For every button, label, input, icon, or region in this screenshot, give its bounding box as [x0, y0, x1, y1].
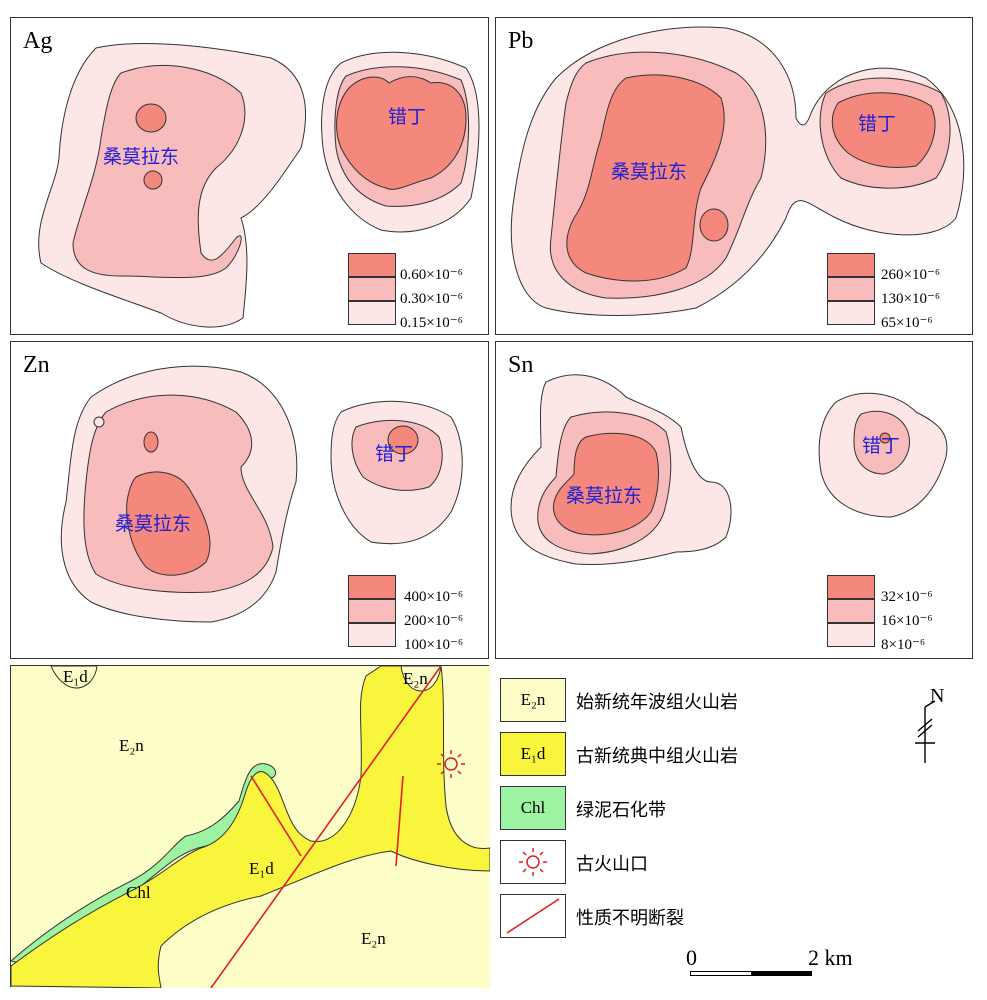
- ag-title: Ag: [23, 28, 53, 54]
- zn-legend-swatch-high: [348, 575, 396, 599]
- fault-lines: [210, 666, 442, 988]
- legend-row-chl: Chl 绿泥石化带: [500, 786, 800, 830]
- geology-map-panel: E₁d E₂n E₂n E₁d Chl E₂n: [10, 665, 490, 988]
- sun-icon-graphic: [519, 848, 547, 876]
- legend-label-chl: 绿泥石化带: [576, 800, 666, 821]
- sn-east-high-spot: [879, 432, 891, 444]
- sun-icon: [500, 840, 566, 884]
- zn-title: Zn: [23, 352, 50, 378]
- ag-legend-swatch-low: [348, 301, 396, 325]
- north-arrow: N: [908, 685, 948, 765]
- pb-legend-value-low: 65×10⁻⁶: [881, 315, 933, 331]
- zn-west-small-ring: [93, 416, 105, 428]
- pb-title: Pb: [508, 28, 534, 54]
- sn-contour-map: 桑莫拉东 错丁: [510, 374, 948, 566]
- zn-east-mid-contour: [351, 419, 443, 491]
- zn-label-sangmoladong: 桑莫拉东: [115, 513, 191, 535]
- legend-row-e1d: E₁d 古新统典中组火山岩: [500, 732, 800, 776]
- zn-legend-value-high: 400×10⁻⁶: [404, 589, 464, 605]
- pb-anomaly-panel: 桑莫拉东 错丁 Pb 260×10⁻⁶ 130×10⁻⁶ 65×10⁻⁶: [495, 17, 973, 335]
- e1d-unit: [11, 666, 490, 988]
- map-label-e2n-west: E₂n: [119, 736, 144, 755]
- ag-anomaly-panel: 桑莫拉东 错丁 Ag 0.60×10⁻⁶ 0.30×10⁻⁶ 0.15×10⁻⁶: [10, 17, 489, 335]
- map-label-chl: Chl: [126, 883, 151, 902]
- geology-legend: E₂n 始新统年波组火山岩 E₁d 古新统典中组火山岩 Chl 绿泥石化带 古火…: [500, 670, 980, 938]
- sn-title: Sn: [508, 352, 534, 378]
- scale-bar: 0 2 km: [686, 945, 870, 985]
- zn-legend-swatch-low: [348, 623, 396, 647]
- zn-anomaly-panel: 桑莫拉东 错丁 Zn 400×10⁻⁶ 200×10⁻⁶ 100×10⁻⁶: [10, 341, 489, 659]
- unit-chl-icon: Chl: [500, 786, 566, 830]
- map-label-e1d-top: E₁d: [63, 667, 88, 686]
- ag-contour-map: 桑莫拉东 错丁: [38, 43, 480, 328]
- fault-line-icon: [500, 894, 566, 938]
- pb-east-high-contour: [831, 92, 936, 168]
- zn-west-high-spot: [143, 431, 159, 453]
- legend-label-fault: 性质不明断裂: [576, 908, 684, 929]
- e1d-small-patch: [50, 666, 98, 689]
- north-arrow-icon: [915, 700, 936, 763]
- scale-bar-end: 2 km: [808, 945, 853, 970]
- sn-legend-value-high: 32×10⁻⁶: [881, 589, 933, 605]
- sn-label-cuoding: 错丁: [862, 435, 900, 457]
- sn-legend-value-mid: 16×10⁻⁶: [881, 613, 933, 629]
- pb-west-high-spot: [699, 208, 729, 242]
- legend-label-e1d: 古新统典中组火山岩: [576, 746, 738, 767]
- zn-legend-swatch-mid: [348, 599, 396, 623]
- ag-label-cuoding: 错丁: [388, 106, 426, 128]
- ag-legend-value-high: 0.60×10⁻⁶: [400, 267, 463, 283]
- sn-legend-value-low: 8×10⁻⁶: [881, 637, 926, 653]
- pb-legend-value-mid: 130×10⁻⁶: [881, 291, 941, 307]
- ag-west-mid-contour: [72, 65, 246, 279]
- zn-east-high-spot: [387, 425, 419, 455]
- sn-label-sangmoladong: 桑莫拉东: [566, 485, 642, 507]
- sn-west-high-contour: [552, 432, 659, 536]
- map-label-e2n-south: E₂n: [361, 929, 386, 948]
- ag-label-sangmoladong: 桑莫拉东: [103, 146, 179, 168]
- legend-label-vent: 古火山口: [576, 854, 648, 875]
- chlorite-zone: [11, 763, 277, 967]
- legend-row-fault: 性质不明断裂: [500, 894, 800, 938]
- ag-legend-swatch-high: [348, 253, 396, 277]
- sn-legend-swatch-mid: [827, 599, 875, 623]
- ag-legend-swatch-mid: [348, 277, 396, 301]
- scale-bar-black-segment: [752, 971, 812, 976]
- unit-e1d-icon: E₁d: [500, 732, 566, 776]
- sn-legend-swatch-low: [827, 623, 875, 647]
- sn-legend-swatch-high: [827, 575, 875, 599]
- ag-west-high-spot: [135, 103, 167, 133]
- legend-row-vent: 古火山口: [500, 840, 800, 884]
- sn-anomaly-panel: 桑莫拉东 错丁 Sn 32×10⁻⁶ 16×10⁻⁶ 8×10⁻⁶: [495, 341, 973, 659]
- scale-bar-start: 0: [686, 945, 697, 970]
- legend-label-e2n: 始新统年波组火山岩: [576, 692, 738, 713]
- ag-legend-value-low: 0.15×10⁻⁶: [400, 315, 463, 331]
- ag-east-high-contour: [336, 76, 467, 190]
- pb-label-cuoding: 错丁: [858, 113, 896, 135]
- pb-legend-swatch-high: [827, 253, 875, 277]
- map-label-e1d-center: E₁d: [249, 859, 274, 878]
- zn-legend-value-mid: 200×10⁻⁶: [404, 613, 464, 629]
- zn-west-high-contour: [126, 471, 211, 576]
- pb-legend-swatch-mid: [827, 277, 875, 301]
- zn-label-cuoding: 错丁: [375, 443, 413, 465]
- legend-row-e2n: E₂n 始新统年波组火山岩: [500, 678, 800, 722]
- unit-e2n-icon: E₂n: [500, 678, 566, 722]
- pb-contour-map: 桑莫拉东 错丁: [510, 26, 965, 316]
- ag-legend-value-mid: 0.30×10⁻⁶: [400, 291, 463, 307]
- zn-contour-map: 桑莫拉东 错丁: [60, 365, 463, 623]
- pb-west-high-contour: [566, 74, 725, 282]
- pb-legend-value-high: 260×10⁻⁶: [881, 267, 941, 283]
- fault-line-graphic: [506, 898, 560, 934]
- ag-west-high-spot-2: [143, 170, 163, 190]
- e2n-top-patch: [400, 666, 442, 692]
- zn-legend-value-low: 100×10⁻⁶: [404, 637, 464, 653]
- volcanic-vent-symbol: [437, 750, 465, 778]
- pb-label-sangmoladong: 桑莫拉东: [611, 161, 687, 183]
- pb-legend-swatch-low: [827, 301, 875, 325]
- map-label-e2n-top: E₂n: [403, 669, 428, 688]
- sn-east-mid-contour: [853, 410, 910, 475]
- scale-bar-white-segment: [690, 971, 752, 976]
- geology-map: E₁d E₂n E₂n E₁d Chl E₂n: [11, 666, 490, 988]
